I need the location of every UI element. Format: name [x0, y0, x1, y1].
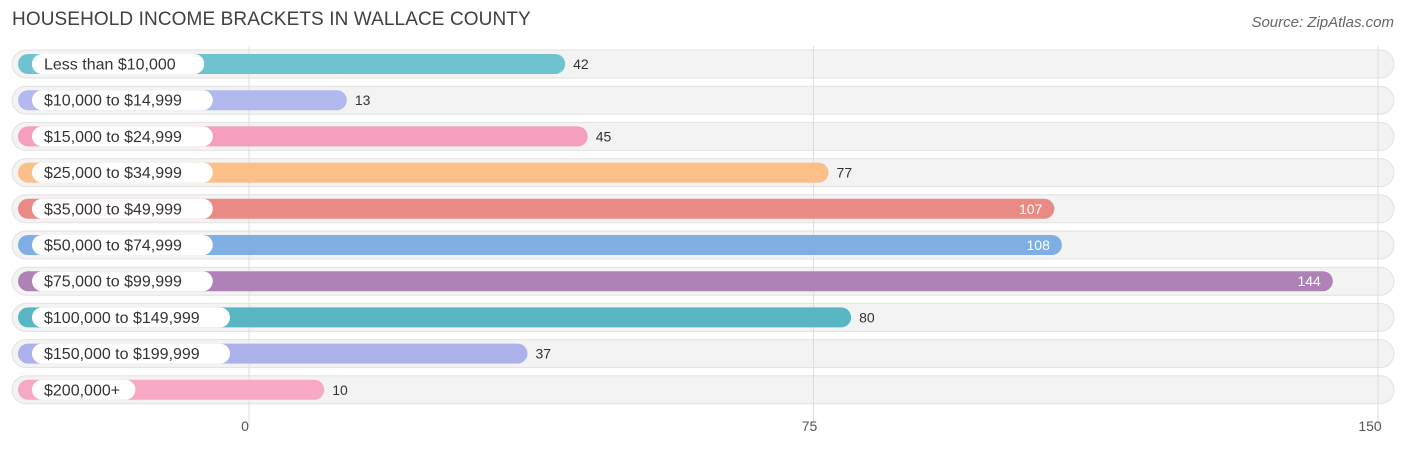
- category-label: $150,000 to $199,999: [44, 346, 200, 363]
- bar: [18, 162, 829, 183]
- row-track: [11, 85, 1395, 115]
- value-label: 45: [596, 128, 612, 144]
- category-label: $25,000 to $34,999: [44, 165, 182, 182]
- category-label-pill: [32, 162, 213, 183]
- chart-title: HOUSEHOLD INCOME BRACKETS IN WALLACE COU…: [12, 9, 531, 30]
- x-tick-label: 150: [1358, 418, 1382, 434]
- bar: [18, 198, 1055, 219]
- value-label: 80: [859, 309, 875, 325]
- value-label: 42: [573, 56, 589, 72]
- category-label: Less than $10,000: [44, 57, 176, 74]
- category-label: $50,000 to $74,999: [44, 238, 182, 255]
- category-label: $200,000+: [44, 382, 120, 399]
- category-label: $100,000 to $149,999: [44, 310, 200, 327]
- value-label: 13: [355, 92, 371, 108]
- value-label: 77: [837, 165, 853, 181]
- value-label: 107: [1019, 201, 1043, 217]
- x-tick-label: 75: [802, 418, 818, 434]
- category-label-pill: [32, 235, 213, 255]
- category-label-pill: [32, 126, 213, 147]
- category-label-pill: [32, 90, 213, 111]
- source-credit: Source: ZipAtlas.com: [1251, 14, 1394, 31]
- bar: [18, 235, 1062, 255]
- category-label-pill: [32, 271, 213, 292]
- category-label-pill: [32, 198, 213, 219]
- value-label: 37: [535, 346, 551, 362]
- category-label: $10,000 to $14,999: [44, 93, 182, 110]
- category-label: $15,000 to $24,999: [44, 129, 182, 146]
- category-label: $35,000 to $49,999: [44, 201, 182, 218]
- bar: [18, 271, 1333, 292]
- value-label: 144: [1297, 273, 1321, 289]
- row-track: [11, 375, 1395, 405]
- value-label: 108: [1027, 237, 1051, 253]
- category-label-pill: [32, 54, 205, 74]
- category-label-pill: [32, 343, 230, 364]
- value-label: 10: [332, 382, 348, 398]
- category-label-pill: [32, 379, 136, 400]
- x-tick-label: 0: [241, 418, 249, 434]
- category-label-pill: [32, 307, 230, 328]
- category-label: $75,000 to $99,999: [44, 274, 182, 291]
